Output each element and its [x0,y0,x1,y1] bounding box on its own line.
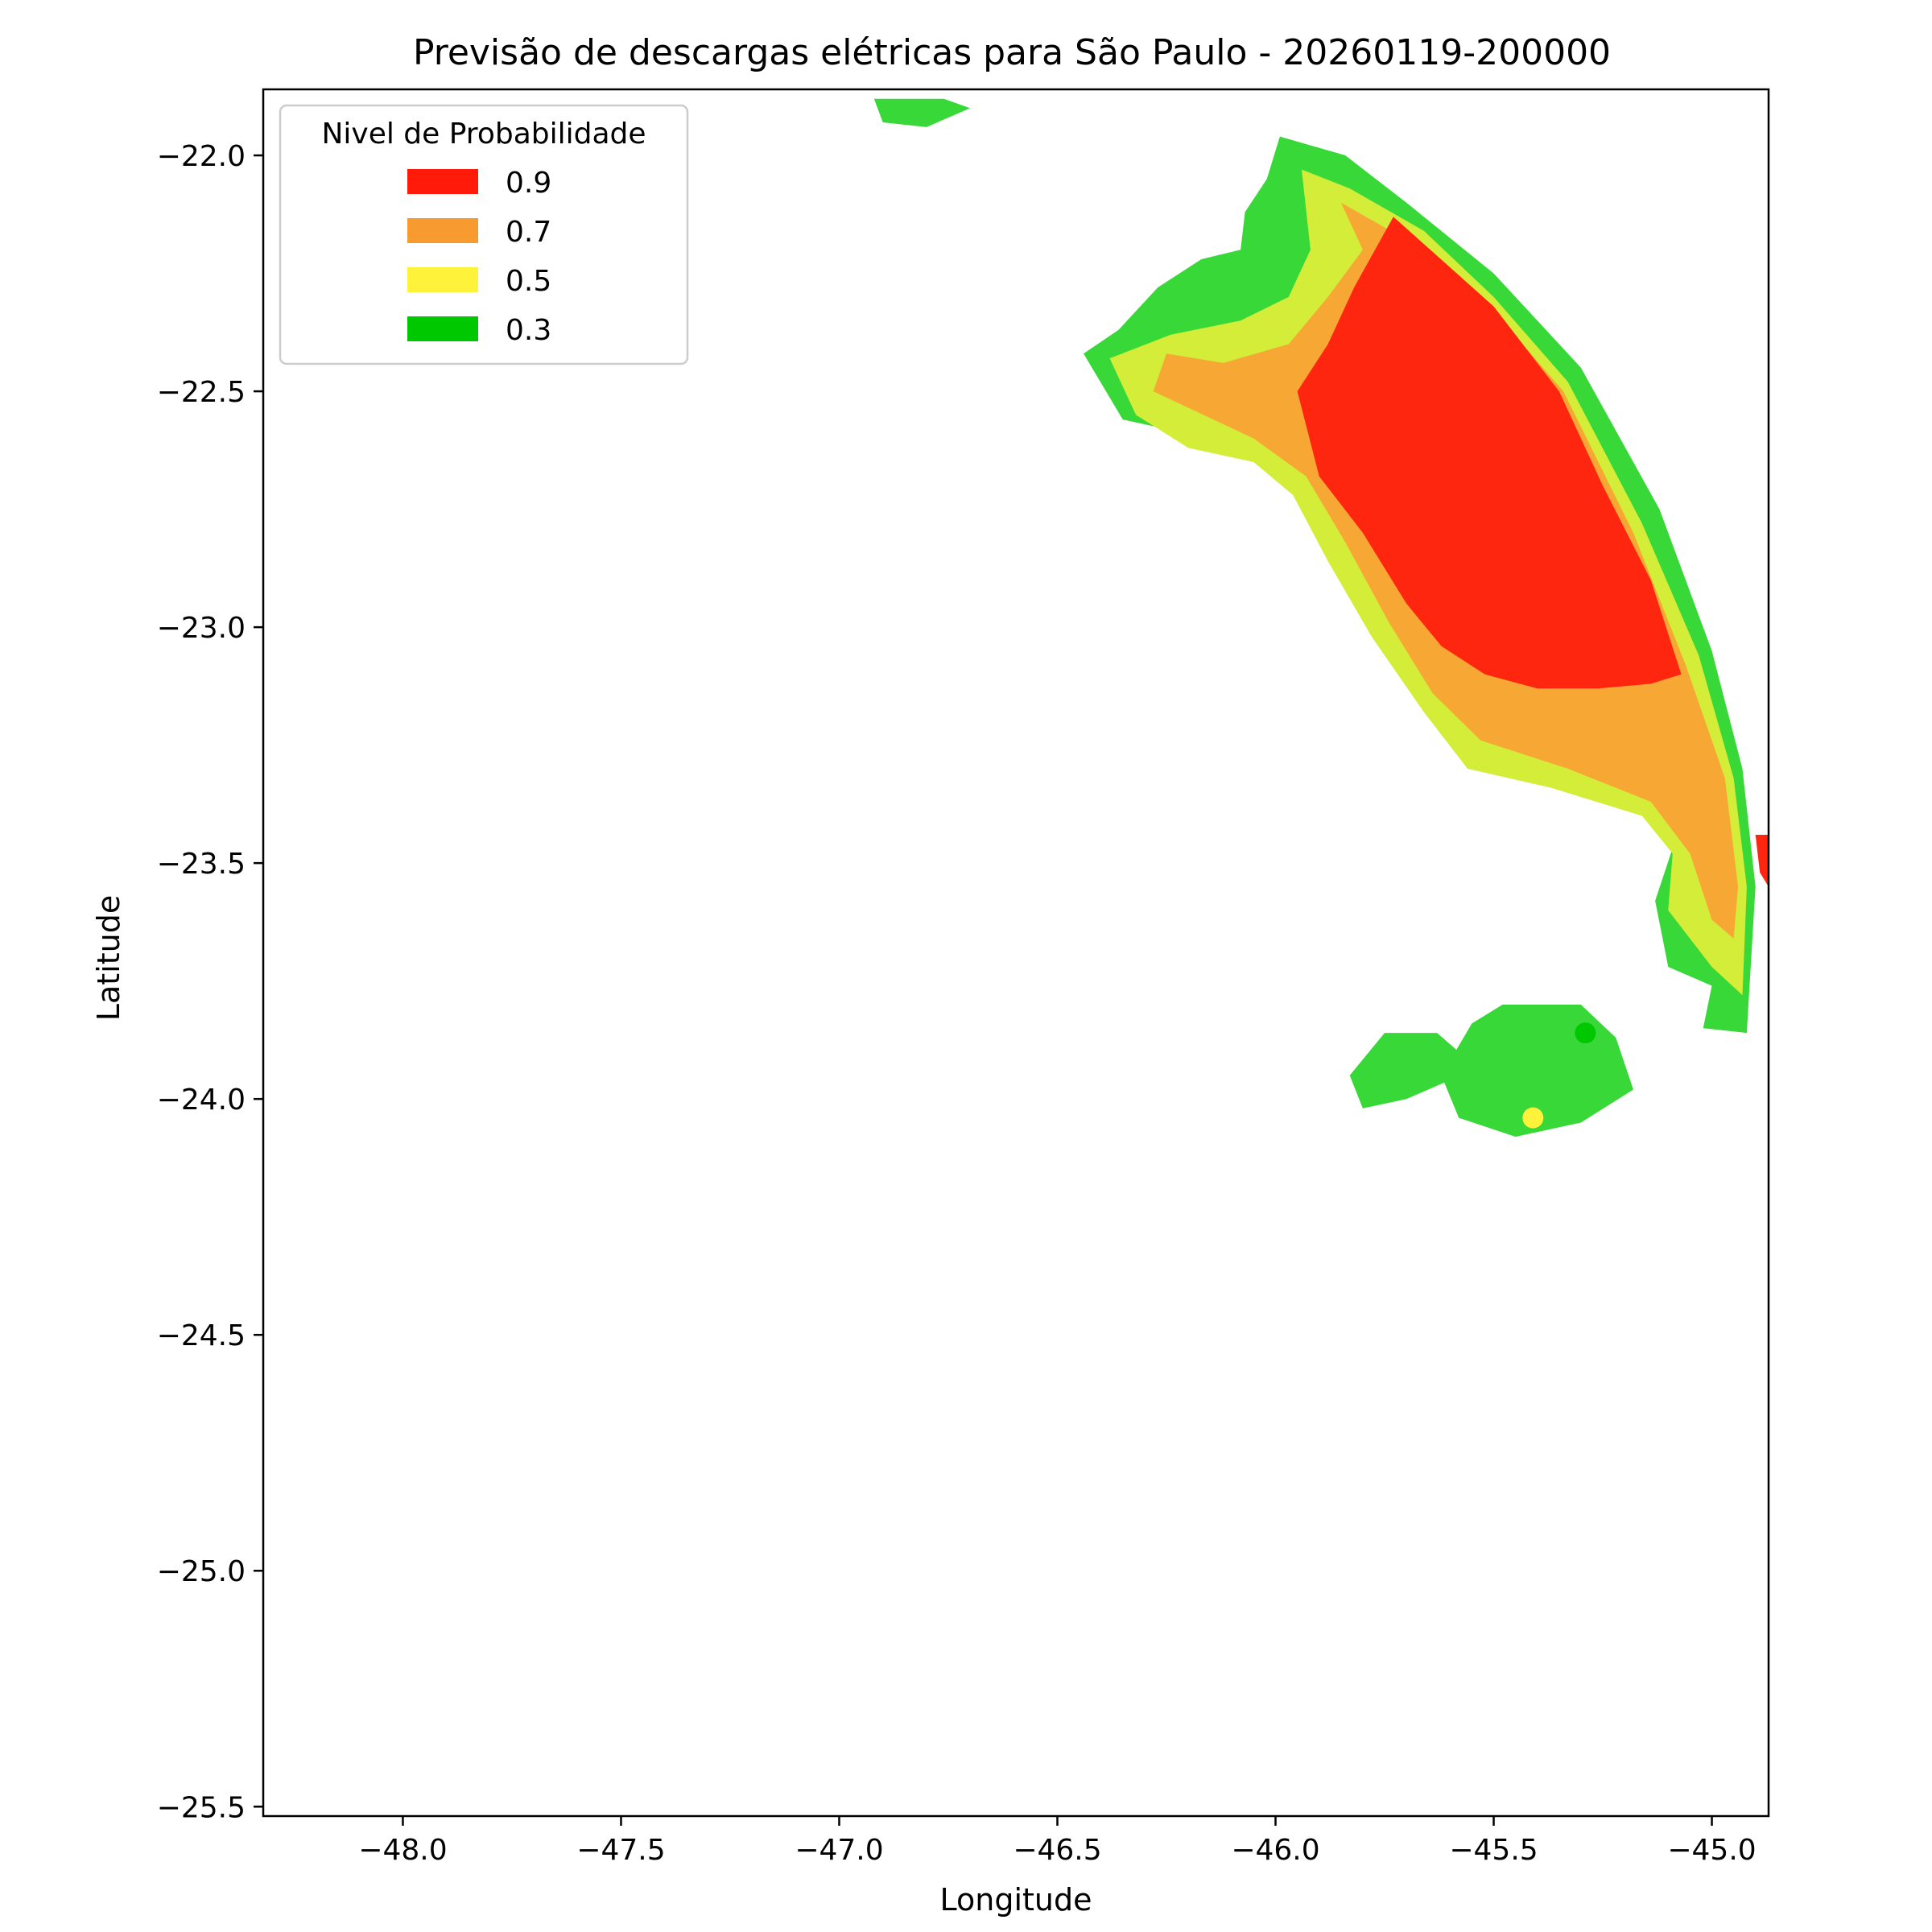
legend-label: 0.7 [506,216,551,249]
y-tick-label: −24.5 [157,1319,246,1352]
point-markers [1522,1022,1596,1129]
x-tick-label: −46.0 [1231,1834,1319,1867]
plot-frame [262,88,1770,1818]
x-tick-label: −46.5 [1013,1834,1101,1867]
legend-label: 0.9 [506,167,551,200]
y-tick-label: −25.5 [157,1791,246,1824]
legend-label: 0.5 [506,265,551,298]
y-tick-label: −23.5 [157,848,246,881]
y-axis-label: Latitude [91,895,126,1021]
x-tick-label: −47.0 [795,1834,883,1867]
contour-region-0-9 [1755,835,1769,887]
chart-title: Previsão de descargas elétricas para São… [413,32,1611,73]
y-tick-label: −22.0 [157,140,246,173]
y-axis: −22.0 −22.5 −23.0 −23.5 −24.0 −24.5 −25.0 −25.5 [157,140,263,1824]
x-tick-label: −45.0 [1667,1834,1756,1867]
x-axis-label: Longitude [940,1882,1092,1918]
y-tick-label: −23.0 [157,612,246,645]
x-axis: −48.0 −47.5 −47.0 −46.5 −46.0 −45.5 −45.0 [358,1816,1757,1867]
x-tick-label: −48.0 [358,1834,447,1867]
legend-label: 0.3 [506,314,551,347]
legend-swatch [407,316,478,341]
legend-swatch [407,267,478,292]
y-tick-label: −22.5 [157,376,246,409]
legend: Nivel de Probabilidade 0.9 0.7 0.5 0.3 [279,104,689,365]
contour-region-0-3 [873,98,971,127]
legend-swatch [407,218,478,243]
point-marker [1522,1107,1544,1129]
legend-entries: 0.9 0.7 0.5 0.3 [407,167,551,347]
x-tick-label: −45.5 [1449,1834,1538,1867]
y-tick-label: −24.0 [157,1084,246,1117]
x-tick-label: −47.5 [576,1834,665,1867]
legend-frame [279,104,689,365]
contour-region-0-3 [1349,1033,1459,1108]
y-tick-label: −25.0 [157,1555,246,1588]
contour-region-0-9 [1297,217,1682,689]
legend-title: Nivel de Probabilidade [321,118,646,151]
legend-swatch [407,169,478,194]
probability-contours [873,98,1769,1137]
point-marker [1575,1022,1596,1044]
